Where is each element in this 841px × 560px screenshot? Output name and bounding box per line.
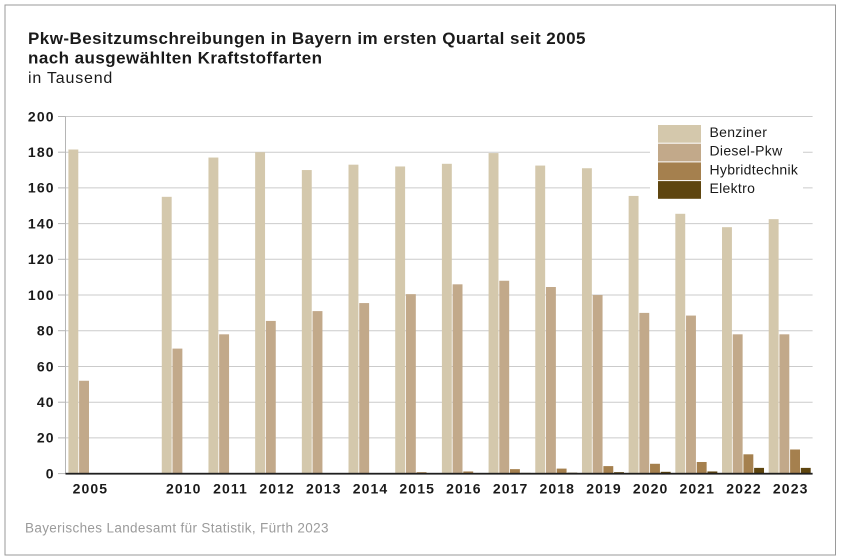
svg-text:Diesel-Pkw: Diesel-Pkw <box>710 143 784 159</box>
svg-text:2013: 2013 <box>306 481 342 497</box>
svg-text:2017: 2017 <box>493 481 529 497</box>
svg-text:20: 20 <box>37 430 55 446</box>
svg-text:2011: 2011 <box>213 481 248 497</box>
svg-text:Hybridtechnik: Hybridtechnik <box>710 161 799 177</box>
svg-text:2005: 2005 <box>73 481 109 497</box>
svg-text:40: 40 <box>37 394 55 410</box>
svg-text:100: 100 <box>28 287 55 303</box>
svg-text:Pkw-Besitzumschreibungen in Ba: Pkw-Besitzumschreibungen in Bayern im er… <box>28 29 586 48</box>
svg-text:80: 80 <box>37 323 55 339</box>
svg-text:200: 200 <box>28 108 55 124</box>
svg-text:Bayerisches Landesamt für Stat: Bayerisches Landesamt für Statistik, Für… <box>25 520 329 535</box>
svg-text:2016: 2016 <box>446 481 482 497</box>
svg-text:2015: 2015 <box>399 481 435 497</box>
svg-text:Benziner: Benziner <box>710 124 768 140</box>
svg-text:140: 140 <box>28 215 55 231</box>
svg-text:160: 160 <box>28 180 55 196</box>
svg-text:2014: 2014 <box>353 481 389 497</box>
svg-text:0: 0 <box>46 465 55 481</box>
svg-text:60: 60 <box>37 358 55 374</box>
svg-text:in Tausend: in Tausend <box>28 70 113 87</box>
svg-text:Elektro: Elektro <box>710 180 756 196</box>
svg-text:2021: 2021 <box>680 481 716 497</box>
svg-text:2012: 2012 <box>259 481 295 497</box>
svg-text:2018: 2018 <box>540 481 576 497</box>
svg-text:180: 180 <box>28 144 55 160</box>
svg-text:2010: 2010 <box>166 481 202 497</box>
svg-text:2022: 2022 <box>726 481 762 497</box>
svg-text:2020: 2020 <box>633 481 669 497</box>
svg-text:120: 120 <box>28 251 55 267</box>
svg-text:2023: 2023 <box>773 481 809 497</box>
svg-text:nach ausgewählten Kraftstoffar: nach ausgewählten Kraftstoffarten <box>28 48 322 67</box>
svg-text:2019: 2019 <box>586 481 622 497</box>
